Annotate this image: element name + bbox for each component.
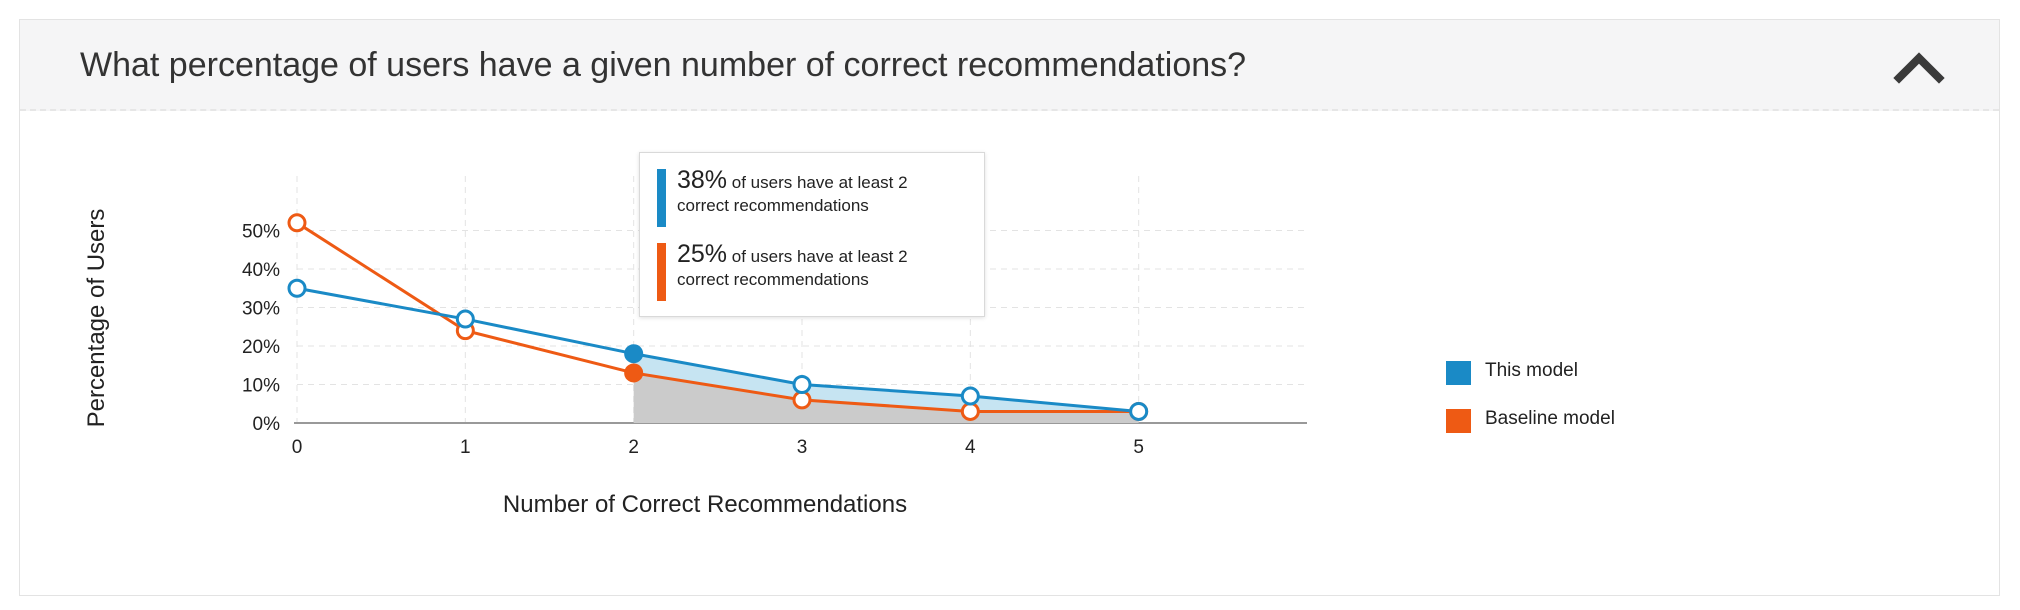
y-tick-label: 0% (253, 414, 281, 435)
y-tick-label: 10% (242, 376, 280, 397)
panel-header: What percentage of users have a given nu… (20, 20, 1999, 111)
y-tick-label: 50% (242, 222, 280, 243)
data-point-this-model (1129, 401, 1149, 421)
legend-swatch (1446, 361, 1471, 385)
y-tick-label: 40% (242, 260, 280, 281)
chevron-up-icon (1893, 52, 1945, 84)
y-tick-label: 30% (242, 299, 280, 320)
tooltip-percent: 25% (677, 240, 728, 268)
legend-label: This model (1485, 360, 1578, 381)
tooltip-description: of users have at least 2 correct recomme… (677, 247, 908, 289)
data-point-this-model (455, 309, 475, 329)
tooltip-description: of users have at least 2 correct recomme… (677, 173, 908, 215)
tooltip-color-bar (657, 169, 666, 227)
collapse-button[interactable] (1889, 44, 1949, 88)
panel-title: What percentage of users have a given nu… (80, 46, 1247, 84)
x-tick-label: 2 (628, 437, 639, 458)
data-point-baseline-model (960, 401, 980, 421)
highlight-area-baseline-model (633, 372, 1139, 423)
data-point-baseline-model (624, 363, 644, 383)
y-axis-title: Percentage of Users (83, 209, 110, 428)
data-point-baseline-model (792, 390, 812, 410)
x-tick-label: 5 (1133, 437, 1144, 458)
data-point-this-model (287, 278, 307, 298)
x-axis-title: Number of Correct Recommendations (503, 491, 907, 518)
x-tick-label: 4 (965, 437, 976, 458)
x-tick-label: 3 (797, 437, 808, 458)
data-point-this-model (960, 386, 980, 406)
data-point-this-model (624, 344, 644, 364)
legend-swatch (1446, 409, 1471, 433)
tooltip-color-bar (657, 243, 666, 301)
data-point-this-model (792, 375, 812, 394)
highlight-area-this-model (633, 353, 1139, 412)
chart-tooltip: 38% of users have at least 2 correct rec… (639, 152, 985, 317)
x-tick-label: 1 (460, 437, 471, 458)
tooltip-text: 38% of users have at least 2 correct rec… (677, 166, 927, 217)
x-tick-label: 0 (292, 437, 303, 458)
series-line-this-model (296, 286, 1139, 413)
tooltip-text: 25% of users have at least 2 correct rec… (677, 240, 927, 291)
y-tick-label: 20% (242, 337, 280, 358)
tooltip-percent: 38% (677, 166, 728, 194)
data-point-baseline-model (287, 213, 307, 233)
chart-panel: What percentage of users have a given nu… (19, 19, 2000, 596)
legend-label: Baseline model (1485, 408, 1615, 429)
